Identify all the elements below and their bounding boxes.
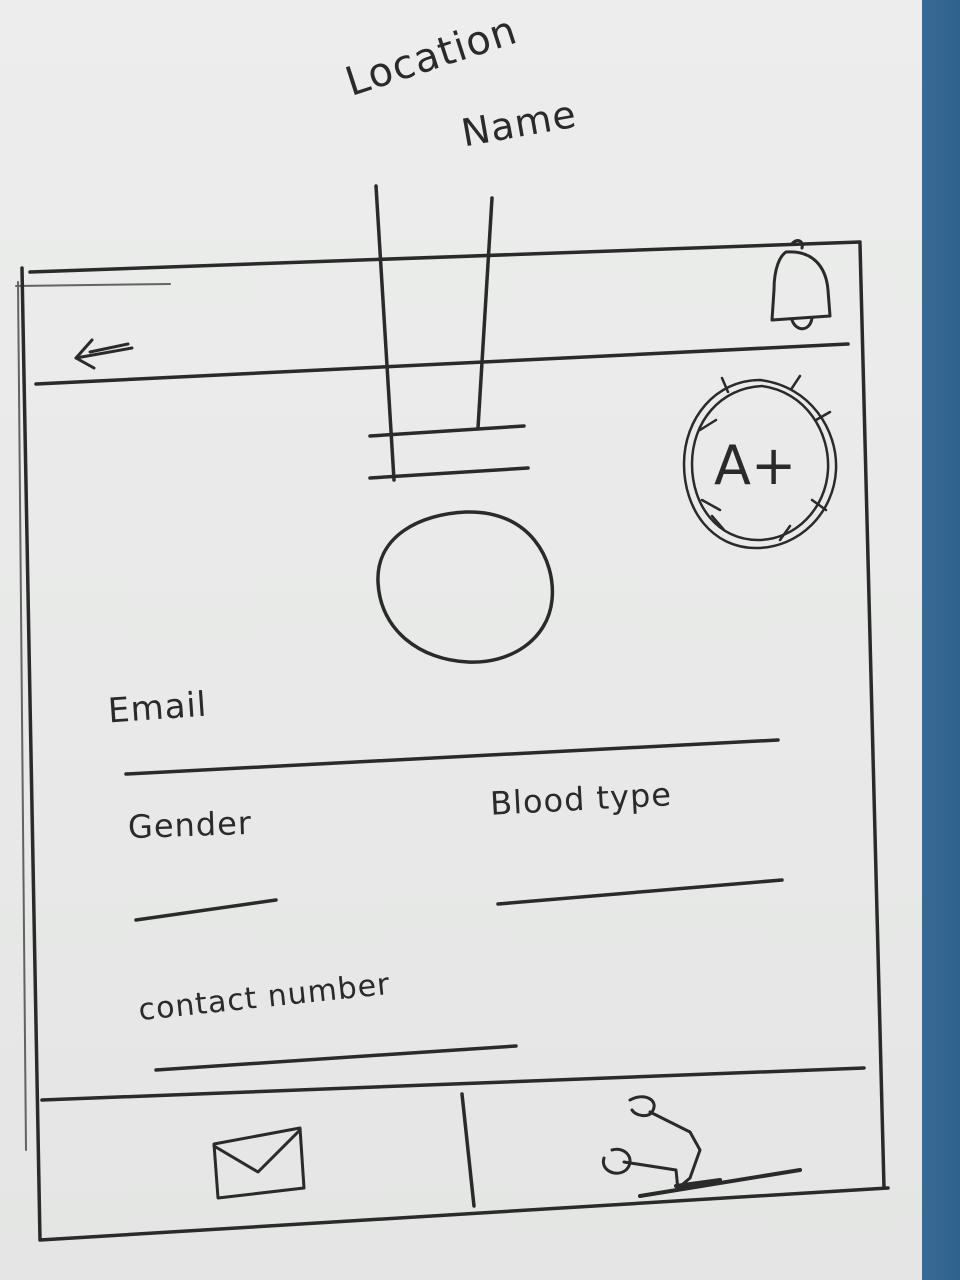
location-field-line	[368, 424, 526, 438]
email-field[interactable]	[124, 736, 780, 780]
contact-field-line	[154, 1044, 518, 1072]
phone-frame-inner	[15, 281, 171, 1151]
avatar[interactable]	[376, 506, 558, 666]
name-field[interactable]	[366, 450, 532, 486]
back-arrow-icon	[74, 338, 134, 370]
annotation-line-name	[476, 196, 494, 430]
blood-type-field-line	[496, 878, 784, 906]
phone-frame	[20, 240, 890, 1242]
gender-field-line	[134, 898, 278, 922]
paper-sheet	[0, 0, 922, 1280]
email-field-line	[124, 738, 780, 776]
email-label: Email	[106, 684, 209, 732]
blood-type-badge: A+	[714, 434, 797, 497]
name-field-line	[368, 466, 530, 480]
gender-field[interactable]	[134, 880, 280, 924]
gender-label: Gender	[127, 803, 253, 847]
blood-type-badge-area	[680, 376, 840, 552]
blood-type-field[interactable]	[496, 870, 786, 910]
scooter-icon	[601, 1095, 802, 1198]
bell-icon	[770, 239, 832, 331]
messages-tab-button[interactable]	[200, 1118, 320, 1208]
contact-number-field[interactable]	[152, 1030, 520, 1074]
bottom-nav-separator	[460, 1092, 476, 1208]
location-field[interactable]	[366, 410, 532, 446]
bottom-nav-divider	[40, 1066, 866, 1102]
avatar-circle	[376, 510, 555, 664]
ride-tab-button[interactable]	[596, 1088, 716, 1204]
header-divider	[34, 342, 850, 386]
notification-button[interactable]	[764, 236, 838, 336]
envelope-icon	[212, 1126, 306, 1200]
blood-type-badge-circle	[682, 374, 838, 550]
back-button[interactable]	[64, 326, 144, 380]
annotation-line-location	[374, 184, 396, 482]
